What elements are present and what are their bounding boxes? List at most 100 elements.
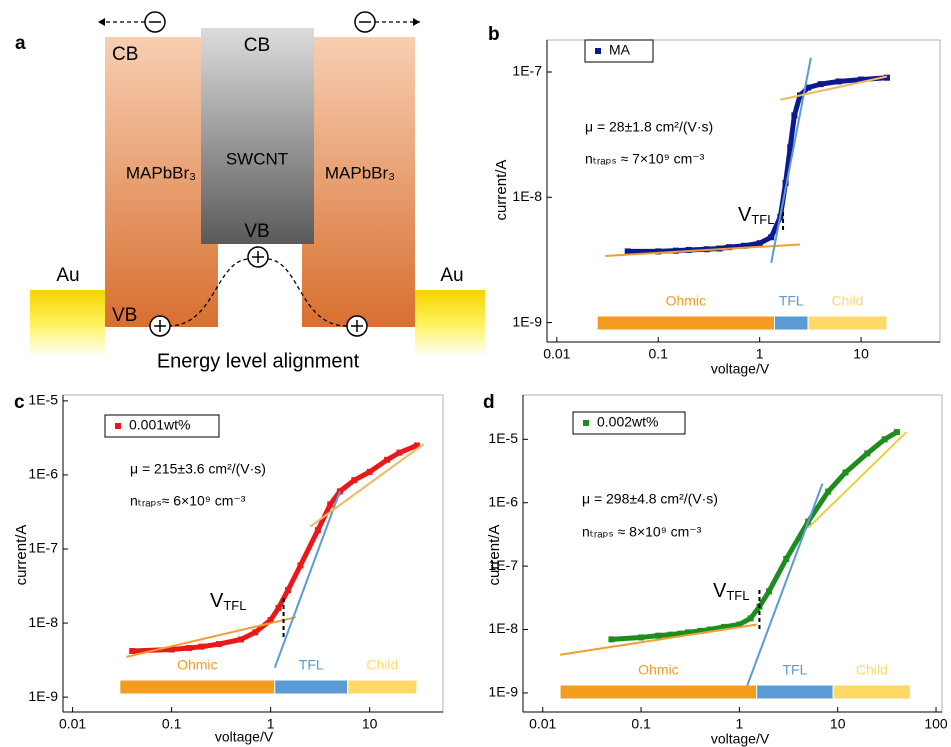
data-point — [818, 81, 824, 87]
y-tick-label: 1E-8 — [488, 620, 518, 636]
data-point — [384, 457, 390, 463]
regime-bar — [808, 316, 887, 330]
regime-bar — [597, 316, 774, 330]
data-point — [608, 636, 614, 642]
legend-marker — [583, 420, 589, 426]
regime-label: TFL — [783, 662, 808, 678]
mobility-label: μ = 215±3.6 cm²/(V·s) — [130, 461, 266, 477]
fit-line — [275, 491, 340, 667]
x-tick-label: 10 — [362, 716, 378, 732]
legend-label: 0.001wt% — [129, 417, 190, 433]
y-tick-label: 1E-5 — [28, 392, 58, 408]
data-point — [791, 112, 797, 118]
x-tick-label: 10 — [853, 346, 869, 362]
panel-label: c — [14, 392, 25, 413]
data-point — [625, 248, 631, 254]
vtfl-symbol: V — [210, 590, 224, 612]
caption: Energy level alignment — [157, 350, 360, 372]
figure: a CB CB SWCNT MAPbBr₃ MAPbBr₃ VB VB Au A… — [0, 0, 951, 747]
regime-label: Ohmic — [666, 293, 706, 309]
vtfl-label: VTFL — [713, 580, 749, 603]
y-tick-label: 1E-5 — [488, 430, 518, 446]
material-label: SWCNT — [226, 149, 288, 168]
regime-bar — [774, 316, 808, 330]
panel-label: a — [15, 33, 26, 54]
vtfl-label: VTFL — [210, 590, 246, 613]
data-point — [351, 477, 357, 483]
x-tick-label: 10 — [830, 716, 846, 732]
trap-density-label: nₜᵣₐₚₛ≈ 6×10⁹ cm⁻³ — [130, 493, 246, 509]
y-tick-label: 1E-8 — [28, 614, 58, 630]
band-label: VB — [244, 221, 269, 242]
regime-label: TFL — [779, 293, 804, 309]
regime-bar — [833, 685, 910, 699]
data-point — [842, 469, 848, 475]
fit-line — [126, 617, 295, 657]
x-tick-label: 100 — [924, 716, 948, 732]
band-label: CB — [112, 44, 138, 65]
data-point — [825, 489, 831, 495]
y-tick-label: 1E-8 — [512, 188, 542, 204]
band-label: CB — [244, 35, 270, 56]
data-point — [757, 240, 763, 246]
swcnt-band — [201, 28, 314, 244]
fit-line — [808, 432, 906, 528]
regime-bar — [560, 685, 757, 699]
band-label: VB — [112, 305, 137, 326]
y-tick-label: 1E-6 — [28, 466, 58, 482]
regime-label: Child — [366, 657, 398, 673]
y-tick-label: 1E-7 — [28, 540, 58, 556]
trap-density-label: nₜᵣₐₚₛ ≈ 8×10⁹ cm⁻³ — [582, 524, 702, 540]
electrode-label: Au — [440, 265, 463, 286]
legend-marker — [115, 423, 121, 429]
data-point — [252, 629, 258, 635]
electrode — [415, 290, 485, 357]
plot-frame — [547, 40, 940, 342]
vtfl-subscript: TFL — [751, 212, 774, 227]
mobility-label: μ = 298±4.8 cm²/(V·s) — [582, 491, 718, 507]
data-point — [186, 645, 192, 651]
x-axis-label: voltage/V — [711, 361, 770, 377]
regime-bar — [120, 680, 275, 694]
data-point — [216, 641, 222, 647]
data-point — [894, 429, 900, 435]
y-axis-label: current/A — [486, 525, 503, 586]
x-tick-label: 0.1 — [631, 716, 651, 732]
data-point — [238, 637, 244, 643]
panel-label: d — [483, 392, 495, 413]
regime-label: Ohmic — [638, 662, 678, 678]
x-tick-label: 1 — [735, 716, 743, 732]
x-tick-label: 1 — [756, 346, 764, 362]
y-tick-label: 1E-7 — [512, 63, 542, 79]
x-tick-label: 0.01 — [529, 716, 556, 732]
data-point — [783, 556, 789, 562]
electrode-label: Au — [56, 265, 79, 286]
material-label: MAPbBr₃ — [126, 163, 196, 182]
fit-line — [560, 624, 757, 654]
y-tick-label: 1E-6 — [488, 493, 518, 509]
trap-density-label: nₜᵣₐₚₛ ≈ 7×10⁹ cm⁻³ — [585, 151, 705, 167]
y-tick-label: 1E-9 — [488, 684, 518, 700]
regime-label: Child — [832, 293, 864, 309]
data-point — [766, 588, 772, 594]
data-point — [638, 634, 644, 640]
data-point — [367, 469, 373, 475]
data-point — [275, 605, 281, 611]
data-point — [129, 648, 135, 654]
x-axis-label: voltage/V — [711, 731, 770, 747]
data-point — [836, 78, 842, 84]
regime-bar — [348, 680, 417, 694]
vtfl-symbol: V — [713, 580, 727, 602]
x-tick-label: 0.1 — [162, 716, 182, 732]
data-point — [315, 527, 321, 533]
data-point — [768, 234, 774, 240]
data-point — [882, 436, 888, 442]
y-tick-label: 1E-9 — [512, 313, 542, 329]
regime-label: Child — [856, 662, 888, 678]
vtfl-subscript: TFL — [223, 598, 246, 613]
regime-label: Ohmic — [177, 657, 217, 673]
legend-label: MA — [609, 42, 631, 58]
data-point — [327, 501, 333, 507]
x-tick-label: 0.01 — [59, 716, 86, 732]
vtfl-symbol: V — [738, 204, 752, 226]
